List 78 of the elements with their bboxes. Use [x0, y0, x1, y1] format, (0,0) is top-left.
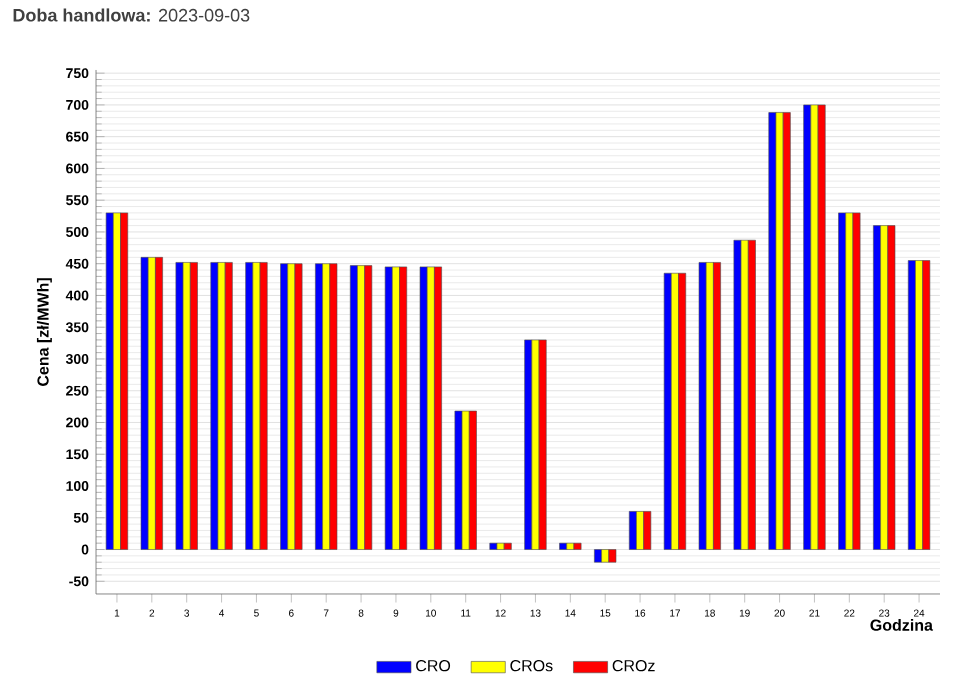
bar [782, 112, 791, 550]
bar [503, 542, 512, 550]
bar [643, 511, 652, 550]
bar [105, 212, 114, 550]
bar [887, 225, 896, 550]
bar [915, 260, 923, 550]
bar [454, 410, 463, 550]
x-axis-title: Godzina [870, 619, 934, 631]
bar [392, 266, 400, 550]
bar [287, 263, 296, 550]
bar [678, 272, 687, 550]
bar [671, 272, 679, 550]
bar [524, 339, 533, 550]
bar [357, 265, 365, 550]
legend-label: CRO [416, 660, 451, 672]
bar [252, 262, 261, 550]
bar [922, 260, 931, 550]
bar [775, 112, 784, 550]
bar [907, 260, 916, 550]
y-axis-title: Cena [zł/MWh] [36, 278, 52, 386]
bar [838, 212, 847, 550]
bar [364, 265, 373, 550]
bar [566, 542, 575, 550]
bar [845, 212, 854, 550]
bar [245, 262, 254, 550]
bar [608, 549, 617, 563]
bar [280, 263, 289, 550]
bar [322, 263, 331, 550]
bar [175, 262, 184, 550]
bar [740, 239, 749, 550]
bar [461, 410, 470, 550]
bar [559, 542, 568, 550]
bar [873, 225, 881, 550]
bar [210, 262, 219, 550]
bar [147, 257, 156, 550]
bar [113, 212, 121, 550]
bar [189, 262, 198, 550]
bar [733, 239, 742, 550]
bar [713, 262, 721, 550]
chart-title: Doba handlowa: 2023-09-03 [13, 8, 250, 22]
bar [810, 104, 819, 550]
bar [573, 542, 582, 550]
bar [399, 266, 408, 550]
bar [384, 266, 393, 550]
bar [349, 265, 358, 550]
bar [434, 266, 442, 550]
bar [663, 272, 672, 550]
bar [259, 262, 268, 550]
bar [120, 212, 129, 550]
bar [747, 239, 756, 550]
bar [182, 262, 191, 550]
bar [329, 263, 338, 550]
bar [768, 112, 777, 550]
bar [531, 339, 540, 550]
bar [594, 549, 602, 563]
bar [294, 263, 303, 550]
bar [636, 511, 644, 550]
legend-label: CROz [612, 660, 655, 672]
bar [698, 262, 707, 550]
bar [880, 225, 889, 550]
bar [224, 262, 233, 550]
bar [217, 262, 226, 550]
bar [803, 104, 812, 550]
bar [628, 511, 637, 550]
bar [426, 266, 435, 550]
bar [538, 339, 547, 550]
bar [852, 212, 861, 550]
bar [140, 257, 149, 550]
bar [489, 542, 498, 550]
bar [419, 266, 428, 550]
bar [496, 542, 505, 550]
bar [601, 549, 610, 563]
bar [705, 262, 714, 550]
bar [315, 263, 323, 550]
bar [817, 104, 826, 550]
bar [155, 257, 163, 550]
bar [468, 410, 477, 550]
legend-label: CROs [510, 660, 553, 672]
